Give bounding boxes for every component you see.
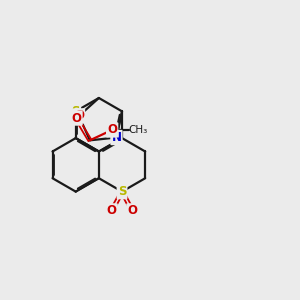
Text: O: O (128, 204, 137, 218)
Text: CH₃: CH₃ (128, 125, 148, 135)
Text: O: O (74, 110, 84, 122)
Text: N: N (112, 131, 122, 144)
Text: S: S (71, 105, 80, 118)
Text: O: O (71, 112, 82, 124)
Text: O: O (107, 123, 117, 136)
Text: S: S (118, 185, 126, 198)
Text: O: O (106, 204, 117, 218)
